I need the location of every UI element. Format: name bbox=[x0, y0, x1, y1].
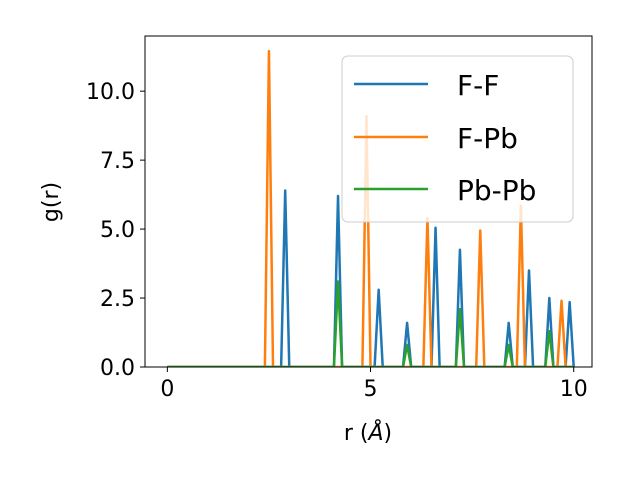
x-axis-label: r (Å) bbox=[344, 419, 392, 446]
x-axis-label-text: r ( bbox=[344, 421, 369, 446]
x-tick-label: 10 bbox=[560, 377, 588, 402]
y-tick-label: 7.5 bbox=[100, 149, 135, 174]
y-axis-label: g(r) bbox=[39, 182, 64, 222]
y-tick-label: 10.0 bbox=[86, 80, 135, 105]
legend-label-f-pb: F-Pb bbox=[457, 122, 518, 155]
y-ticks: 0.0 2.5 5.0 7.5 10.0 bbox=[86, 80, 145, 381]
legend-label-pb-pb: Pb-Pb bbox=[457, 174, 536, 207]
x-ticks: 0 5 10 bbox=[160, 367, 588, 402]
series-line-f-f bbox=[167, 189, 575, 367]
x-tick-label: 0 bbox=[160, 377, 174, 402]
x-axis-label-close: ) bbox=[384, 421, 393, 446]
y-tick-label: 2.5 bbox=[100, 287, 135, 312]
x-tick-label: 5 bbox=[364, 377, 378, 402]
axes-frame bbox=[144, 35, 593, 368]
legend-label-f-f: F-F bbox=[457, 69, 499, 102]
x-axis-label-unit: Å bbox=[366, 419, 383, 446]
legend: F-F F-Pb Pb-Pb bbox=[341, 55, 574, 223]
y-tick-label: 5.0 bbox=[100, 218, 135, 243]
series-line-pb-pb bbox=[167, 280, 574, 367]
legend-box bbox=[341, 55, 574, 223]
series-layer bbox=[167, 49, 575, 367]
y-tick-label: 0.0 bbox=[100, 356, 135, 381]
